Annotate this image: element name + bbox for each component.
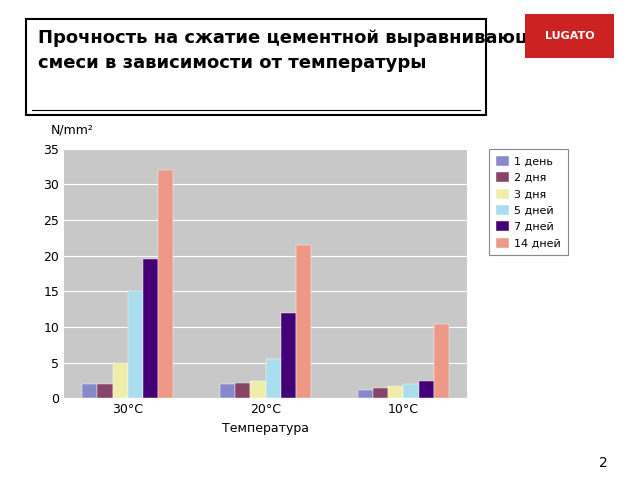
Bar bbox=[83, 384, 97, 398]
X-axis label: Температура: Температура bbox=[222, 422, 309, 435]
Bar bbox=[250, 381, 266, 398]
Bar bbox=[388, 385, 403, 398]
Bar bbox=[143, 259, 158, 398]
Text: 2: 2 bbox=[599, 456, 608, 470]
Bar bbox=[403, 384, 419, 398]
Bar bbox=[113, 363, 128, 398]
Bar bbox=[266, 359, 281, 398]
Bar bbox=[97, 384, 113, 398]
Text: N/mm²: N/mm² bbox=[51, 124, 94, 137]
Bar bbox=[296, 245, 311, 398]
Bar bbox=[281, 313, 296, 398]
Bar bbox=[358, 390, 373, 398]
Bar bbox=[158, 170, 173, 398]
Bar bbox=[236, 383, 250, 398]
Text: LUGATO: LUGATO bbox=[545, 31, 595, 41]
Text: Прочность на сжатие цементной выравнивающей
смеси в зависимости от температуры: Прочность на сжатие цементной выравниваю… bbox=[38, 29, 560, 72]
Bar bbox=[419, 381, 434, 398]
Bar bbox=[220, 384, 236, 398]
Bar bbox=[373, 388, 388, 398]
Bar bbox=[434, 324, 449, 398]
Legend: 1 день, 2 дня, 3 дня, 5 дней, 7 дней, 14 дней: 1 день, 2 дня, 3 дня, 5 дней, 7 дней, 14… bbox=[489, 149, 568, 255]
Bar bbox=[128, 291, 143, 398]
